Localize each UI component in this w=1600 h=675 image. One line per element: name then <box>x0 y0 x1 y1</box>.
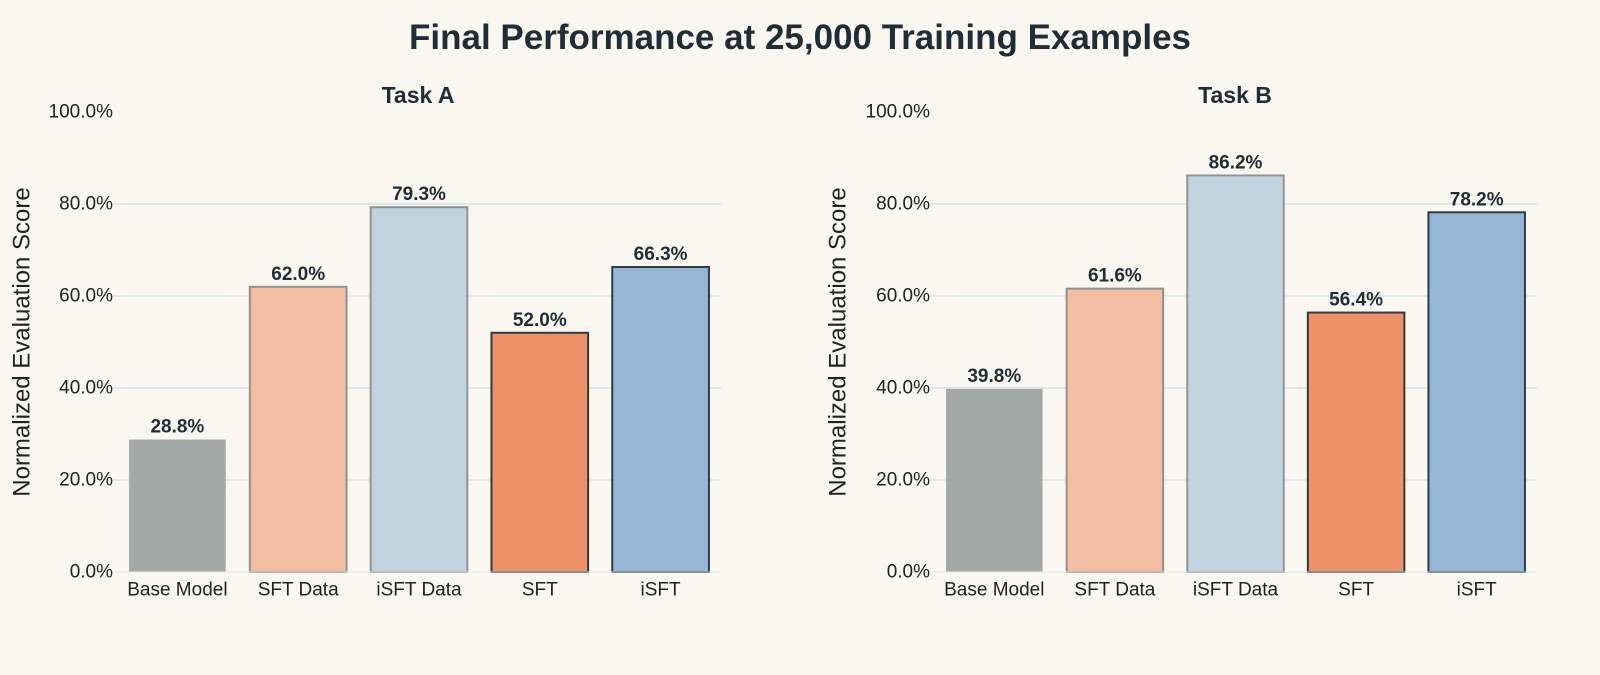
data-label: 56.4% <box>1329 290 1383 311</box>
y-tick-label: 20.0% <box>876 470 930 491</box>
data-label: 28.8% <box>150 417 204 438</box>
y-tick-label: 40.0% <box>59 378 113 399</box>
y-tick-label: 0.0% <box>887 562 930 583</box>
x-tick-label: SFT <box>1338 580 1374 601</box>
panel-title: Task A <box>382 82 455 108</box>
x-tick-label: iSFT Data <box>1193 580 1279 601</box>
x-tick-label: SFT Data <box>258 580 339 601</box>
y-tick-label: 100.0% <box>866 102 931 123</box>
chart-panel-2: Task B Normalized Evaluation Score 0.0% 20.… <box>825 82 1537 601</box>
data-label: 79.3% <box>392 184 446 205</box>
y-axis-label: Normalized Evaluation Score <box>9 187 36 496</box>
data-label: 52.0% <box>513 310 567 331</box>
bar-isft-data <box>1186 174 1285 573</box>
panel-title: Task B <box>1198 82 1272 108</box>
x-tick-label: SFT Data <box>1074 580 1155 601</box>
data-label: 39.8% <box>967 366 1021 387</box>
y-tick-label: 20.0% <box>59 470 113 491</box>
y-tick-label: 80.0% <box>876 194 930 215</box>
bar-sft-data <box>1065 287 1165 573</box>
y-axis-label: Normalized Evaluation Score <box>825 187 852 496</box>
data-label: 61.6% <box>1088 266 1142 287</box>
y-tick-label: 40.0% <box>876 378 930 399</box>
bar-sft <box>490 331 590 573</box>
x-tick-label: Base Model <box>944 580 1044 601</box>
data-label: 78.2% <box>1450 189 1504 210</box>
data-label: 62.0% <box>271 264 325 285</box>
bar-sft-data <box>248 285 348 573</box>
bar-isft <box>611 266 710 573</box>
y-tick-label: 0.0% <box>70 562 113 583</box>
y-tick-label: 80.0% <box>59 194 113 215</box>
bar-base-model <box>946 388 1043 572</box>
data-label: 86.2% <box>1209 152 1263 173</box>
y-tick-label: 100.0% <box>49 102 114 123</box>
bar-sft <box>1306 311 1406 573</box>
data-label: 66.3% <box>634 244 688 265</box>
x-tick-label: Base Model <box>127 580 227 601</box>
figure-title: Final Performance at 25,000 Training Exa… <box>409 18 1191 57</box>
bar-base-model <box>129 439 226 572</box>
bar-isft <box>1427 211 1526 573</box>
chart-panel-1: Task A Normalized Evaluation Score 0.0% 20.… <box>9 82 721 601</box>
x-tick-label: iSFT <box>641 580 682 601</box>
bar-isft-data <box>369 206 469 573</box>
x-tick-label: iSFT Data <box>376 580 462 601</box>
x-tick-label: iSFT <box>1457 580 1498 601</box>
y-tick-label: 60.0% <box>59 286 113 307</box>
y-tick-label: 60.0% <box>876 286 930 307</box>
x-tick-label: SFT <box>522 580 558 601</box>
